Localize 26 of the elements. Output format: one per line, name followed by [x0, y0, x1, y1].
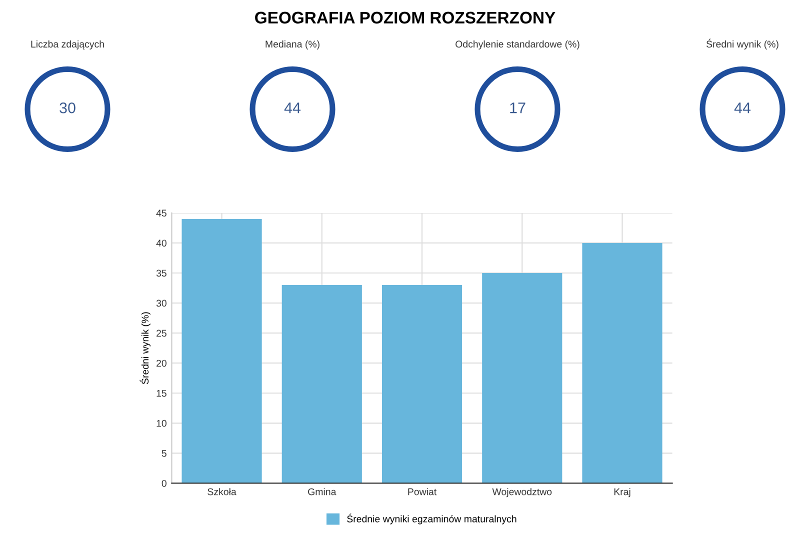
- y-tick-label: 5: [162, 450, 166, 457]
- x-tick-label: Szkoła: [208, 488, 236, 496]
- x-tick-label: Powiat: [408, 488, 437, 496]
- data-label: 17: [510, 102, 526, 114]
- category-label: Mediana (%): [266, 40, 320, 50]
- data-label: 44: [284, 102, 301, 114]
- x-tick-label: Kraj: [614, 488, 630, 498]
- x-tick-label: Wojewodztwo: [492, 488, 552, 498]
- category-label: Średni wynik (%): [706, 38, 778, 50]
- y-tick-label: 0: [162, 480, 166, 487]
- y-tick-label: 25: [156, 330, 166, 337]
- data-label: 44: [734, 102, 751, 114]
- x-tick-label: Gmina: [308, 488, 336, 496]
- y-tick-label: 15: [156, 390, 166, 397]
- y-tick-label: 40: [156, 240, 166, 247]
- y-tick-label: 20: [156, 360, 166, 367]
- y-tick-label: 10: [156, 420, 166, 427]
- legend-label: Średnie wyniki egzaminów maturalnych: [347, 514, 516, 524]
- data-label: 30: [60, 102, 76, 114]
- text: GEOGRAFIA POZIOM ROZSZERZONY: [255, 12, 556, 24]
- category-label: Odchylenie standardowe (%): [456, 40, 580, 50]
- y-tick-label: 30: [156, 300, 166, 307]
- y-tick-label: 45: [156, 210, 166, 217]
- category-label: Liczba zdających: [31, 40, 104, 50]
- y-tick-label: 35: [156, 270, 166, 277]
- y-axis-title: Średni wynik (%): [140, 312, 150, 384]
